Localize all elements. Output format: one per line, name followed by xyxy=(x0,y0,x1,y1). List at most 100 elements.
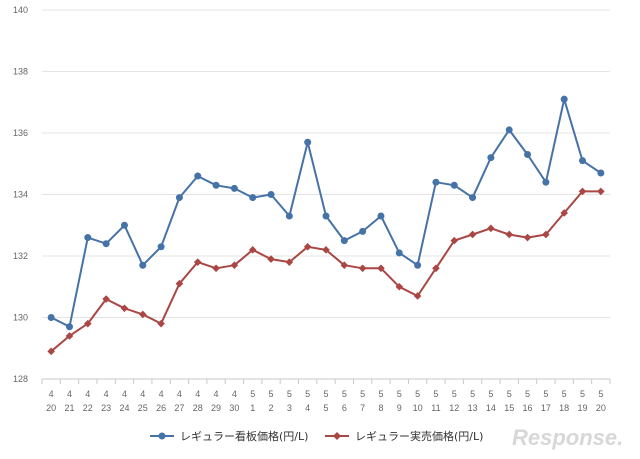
x-tick-label-month: 4 xyxy=(67,389,72,399)
data-point-actual xyxy=(120,304,129,313)
data-point-signboard xyxy=(414,261,422,269)
data-point-signboard xyxy=(542,178,550,186)
data-point-actual xyxy=(322,246,330,254)
x-tick-label-month: 5 xyxy=(470,389,475,399)
x-tick-label-day: 8 xyxy=(378,403,383,413)
x-tick-label-month: 5 xyxy=(415,389,420,399)
x-tick-label-month: 5 xyxy=(323,389,328,399)
data-point-actual xyxy=(450,236,459,245)
x-tick-label-day: 15 xyxy=(504,403,514,413)
data-point-actual xyxy=(193,258,202,266)
data-point-actual xyxy=(267,255,275,263)
data-point-actual xyxy=(230,261,239,270)
x-tick-label-day: 7 xyxy=(360,403,365,413)
data-point-signboard xyxy=(579,157,587,165)
data-point-signboard xyxy=(194,172,202,180)
x-tick-label-day: 5 xyxy=(323,403,328,413)
y-tick-label: 136 xyxy=(13,128,28,138)
y-tick-label: 138 xyxy=(13,67,28,77)
data-point-actual xyxy=(212,264,220,273)
data-point-actual xyxy=(542,230,550,239)
x-tick-label-day: 22 xyxy=(83,403,93,413)
x-tick-label-day: 28 xyxy=(193,403,203,413)
watermark-text: Response. xyxy=(512,425,623,450)
data-point-actual xyxy=(285,258,294,266)
x-axis-tick-labels: 4204214224234244254264274284294305152535… xyxy=(46,389,606,413)
data-point-signboard xyxy=(157,243,165,251)
x-tick-label-month: 4 xyxy=(232,389,237,399)
x-tick-label-month: 5 xyxy=(433,389,438,399)
data-point-signboard xyxy=(322,212,330,220)
data-point-signboard xyxy=(285,212,293,220)
data-point-actual xyxy=(523,233,532,242)
y-axis-tick-labels: 128 130 132 134 136 138 140 xyxy=(13,5,28,384)
data-point-signboard xyxy=(359,227,367,235)
x-tick-label-month: 5 xyxy=(305,389,310,399)
x-tick-label-day: 13 xyxy=(468,403,478,413)
x-tick-label-day: 16 xyxy=(523,403,533,413)
x-tick-label-month: 4 xyxy=(195,389,200,399)
data-point-signboard xyxy=(139,261,147,269)
x-tick-label-day: 27 xyxy=(174,403,184,413)
x-tick-label-day: 29 xyxy=(211,403,221,413)
data-point-signboard xyxy=(395,249,403,257)
x-tick-label-month: 5 xyxy=(269,389,274,399)
x-tick-label-day: 3 xyxy=(287,403,292,413)
x-tick-label-month: 5 xyxy=(525,389,530,399)
data-point-actual xyxy=(432,264,440,273)
legend: レギュラー看板価格(円/L) レギュラー実売価格(円/L) xyxy=(150,429,483,443)
data-point-actual xyxy=(487,224,495,233)
y-tick-label: 132 xyxy=(13,251,28,261)
x-tick-label-month: 5 xyxy=(580,389,585,399)
data-point-signboard xyxy=(249,194,257,202)
x-tick-label-day: 30 xyxy=(229,403,239,413)
data-point-signboard xyxy=(175,194,183,202)
data-point-actual xyxy=(413,292,422,300)
x-tick-label-day: 19 xyxy=(578,403,588,413)
y-tick-label: 140 xyxy=(13,5,28,15)
legend-marker-diamond-icon xyxy=(333,432,341,440)
x-tick-label-month: 5 xyxy=(507,389,512,399)
legend-label-signboard: レギュラー看板価格(円/L) xyxy=(180,429,308,443)
data-point-actual xyxy=(47,347,55,356)
x-tick-label-month: 5 xyxy=(397,389,402,399)
data-point-actual xyxy=(84,319,92,328)
x-tick-label-day: 9 xyxy=(397,403,402,413)
data-point-signboard xyxy=(377,212,385,220)
data-point-signboard xyxy=(267,191,275,198)
data-point-signboard xyxy=(212,181,220,189)
data-point-signboard xyxy=(597,169,605,177)
data-point-actual xyxy=(248,246,257,254)
data-point-signboard xyxy=(469,194,477,202)
x-tick-label-day: 11 xyxy=(431,403,440,413)
data-point-signboard xyxy=(65,323,73,331)
data-point-actual xyxy=(138,310,147,319)
x-tick-label-month: 5 xyxy=(360,389,365,399)
x-tick-label-day: 18 xyxy=(559,403,569,413)
data-point-signboard xyxy=(47,314,55,321)
data-point-signboard xyxy=(505,126,513,134)
x-tick-label-month: 4 xyxy=(85,389,90,399)
x-tick-label-month: 4 xyxy=(177,389,182,399)
x-tick-label-day: 21 xyxy=(64,403,74,413)
x-tick-label-month: 5 xyxy=(543,389,548,399)
x-tick-label-month: 4 xyxy=(49,389,54,399)
data-point-actual xyxy=(578,187,587,196)
x-tick-label-month: 5 xyxy=(287,389,292,399)
data-point-signboard xyxy=(560,95,568,103)
x-tick-label-day: 24 xyxy=(119,403,129,413)
data-point-signboard xyxy=(84,234,92,242)
data-point-actual xyxy=(157,319,165,328)
data-point-signboard xyxy=(524,151,532,159)
x-tick-label-day: 17 xyxy=(541,403,551,413)
x-tick-label-day: 23 xyxy=(101,403,111,413)
x-tick-label-day: 1 xyxy=(250,403,255,413)
x-tick-label-day: 20 xyxy=(46,403,56,413)
data-point-actual xyxy=(102,295,110,303)
x-tick-label-day: 12 xyxy=(449,403,459,413)
y-tick-label: 134 xyxy=(13,190,28,200)
legend-item-actual-price: レギュラー実売価格(円/L) xyxy=(325,429,483,443)
x-tick-label-month: 4 xyxy=(104,389,109,399)
x-tick-label-day: 25 xyxy=(138,403,148,413)
